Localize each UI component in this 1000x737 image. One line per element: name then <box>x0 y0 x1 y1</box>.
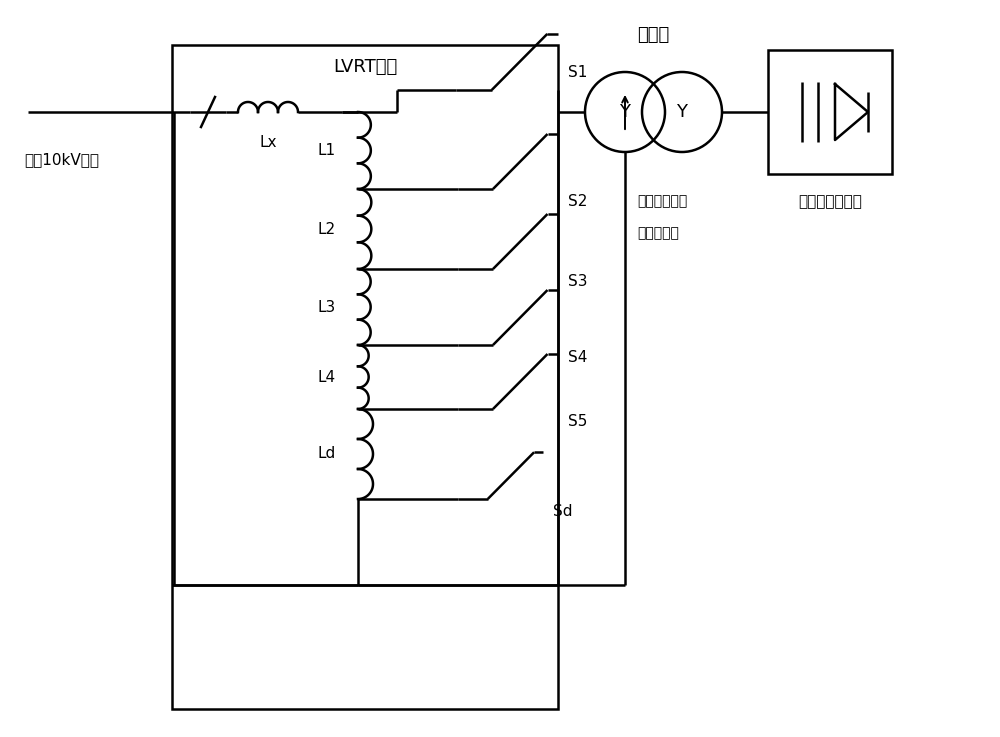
Bar <box>768 50 892 174</box>
Text: S1: S1 <box>568 65 587 80</box>
Text: 压侧中性点: 压侧中性点 <box>637 226 679 240</box>
Text: Y: Y <box>620 103 631 121</box>
Text: 并网光伏逆变器: 并网光伏逆变器 <box>798 194 862 209</box>
Text: S5: S5 <box>568 414 587 429</box>
Text: Lx: Lx <box>259 135 277 150</box>
Text: S3: S3 <box>568 274 588 289</box>
Text: L3: L3 <box>318 299 336 315</box>
Text: L1: L1 <box>318 143 336 158</box>
Text: Ld: Ld <box>318 447 336 461</box>
Text: 降压变: 降压变 <box>637 26 670 44</box>
Text: 接入降压变高: 接入降压变高 <box>637 194 687 208</box>
Text: S2: S2 <box>568 194 587 209</box>
Text: S4: S4 <box>568 350 587 365</box>
Text: L2: L2 <box>318 222 336 237</box>
Text: LVRT装置: LVRT装置 <box>333 58 397 76</box>
Text: Sd: Sd <box>553 504 572 519</box>
Bar <box>172 45 558 709</box>
Text: L4: L4 <box>318 369 336 385</box>
Text: 接入10kV电网: 接入10kV电网 <box>24 152 100 167</box>
Text: Y: Y <box>676 103 688 121</box>
